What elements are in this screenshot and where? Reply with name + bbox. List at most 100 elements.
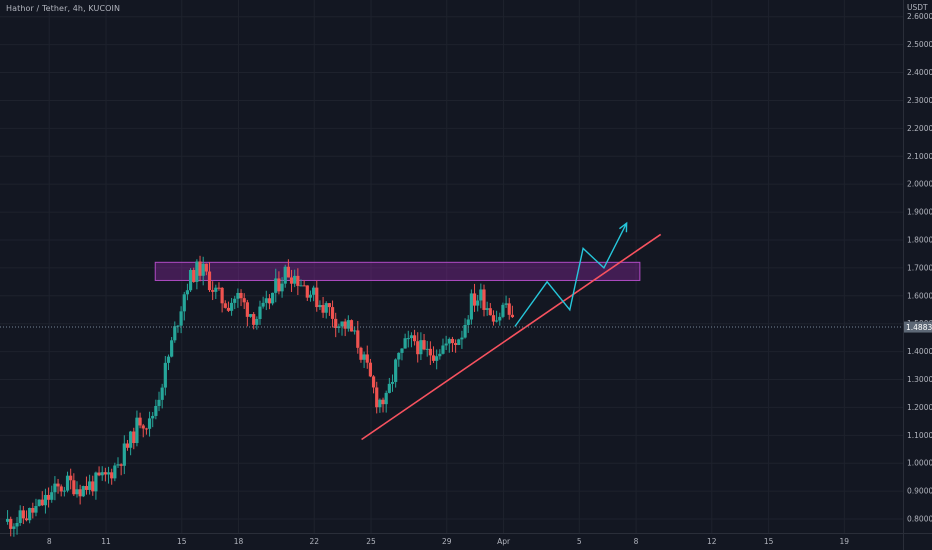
y-tick-label: 2.6000 [907, 12, 932, 21]
candle-down [267, 298, 272, 304]
y-tick-label: 2.0000 [907, 180, 932, 189]
candle-up [100, 472, 104, 476]
x-tick-label: 5 [577, 537, 582, 546]
candle-up [400, 348, 404, 353]
candle-up [501, 304, 505, 317]
y-tick-label: 1.4000 [907, 347, 932, 356]
candle-up [182, 294, 186, 312]
candle-down [207, 271, 212, 291]
y-tick-label: 1.0000 [907, 459, 932, 468]
candle-down [428, 348, 432, 356]
candle-down [327, 303, 331, 308]
candle-up [236, 292, 240, 299]
candle-down [132, 431, 136, 444]
y-tick-label: 2.4000 [907, 68, 932, 77]
candle-up [258, 306, 262, 319]
candle-down [510, 314, 514, 318]
candle-down [192, 270, 196, 282]
candle-up [113, 465, 117, 479]
candle-down [204, 263, 208, 272]
candle-down [31, 507, 35, 513]
candle-up [447, 338, 451, 344]
candle-up [394, 359, 398, 382]
candle-up [160, 387, 164, 400]
y-tick-label: 2.1000 [907, 152, 932, 161]
candle-down [375, 387, 379, 408]
candle-up [498, 316, 502, 321]
projection-path[interactable] [514, 222, 628, 327]
candle-up [466, 319, 470, 325]
candle-up [53, 483, 57, 493]
candle-up [485, 308, 489, 310]
y-tick-label: 2.5000 [907, 40, 932, 49]
candle-down [226, 307, 231, 311]
resistance-zone [154, 261, 641, 281]
candle-up [214, 287, 218, 292]
candle-down [450, 338, 455, 344]
y-tick-label: 0.9000 [907, 487, 932, 496]
y-tick-label: 2.2000 [907, 124, 932, 133]
candle-up [463, 324, 467, 338]
candle-up [15, 522, 19, 527]
candle-up [280, 283, 284, 292]
candle-down [359, 347, 363, 360]
candle-down [296, 275, 300, 286]
candle-down [138, 417, 142, 426]
candle-up [185, 290, 190, 295]
candle-up [403, 338, 407, 349]
candle-up [28, 507, 32, 521]
candle-down [24, 518, 29, 521]
candle-up [293, 275, 297, 284]
candle-up [457, 339, 461, 345]
candle-up [62, 490, 66, 492]
candle-down [21, 510, 25, 519]
candle-down [144, 428, 148, 430]
candle-up [18, 510, 22, 523]
candle-up [406, 338, 410, 340]
candle-down [141, 425, 145, 429]
candle-down [321, 305, 325, 313]
candle-up [233, 298, 237, 303]
candle-up [122, 443, 126, 466]
candle-down [315, 287, 319, 308]
candle-up [274, 278, 278, 293]
candle-up [201, 263, 205, 276]
candle-down [78, 489, 82, 497]
candle-down [245, 302, 249, 317]
candle-down [289, 277, 294, 284]
candle-down [482, 289, 486, 310]
candle-down [9, 518, 13, 529]
candle-up [362, 354, 366, 360]
candle-down [491, 315, 496, 322]
candle-up [378, 399, 382, 408]
candle-up [151, 415, 155, 419]
x-tick-label: 25 [366, 537, 376, 546]
candle-down [371, 376, 376, 388]
candle-down [488, 308, 492, 316]
candle-up [176, 325, 180, 327]
candle-up [340, 321, 344, 327]
currency-label: USDT [907, 3, 928, 12]
support-trendline[interactable] [361, 233, 662, 441]
candle-up [390, 381, 395, 384]
candle-down [91, 481, 95, 492]
y-tick-label: 1.9000 [907, 208, 932, 217]
candle-down [472, 293, 477, 306]
candle-up [129, 431, 133, 448]
candle-up [94, 472, 98, 492]
candle-down [223, 303, 227, 308]
x-tick-label: 15 [764, 537, 774, 546]
projection-arrow-head [619, 221, 628, 233]
y-tick-label: 1.2000 [907, 403, 932, 412]
candle-down [217, 287, 221, 289]
candle-up [469, 293, 473, 320]
candle-up [425, 348, 429, 350]
y-tick-label: 1.8000 [907, 235, 932, 244]
x-tick-label: 8 [47, 537, 52, 546]
candle-up [435, 356, 439, 361]
candle-down [349, 320, 354, 332]
candle-down [365, 354, 369, 363]
candle-down [302, 285, 306, 287]
